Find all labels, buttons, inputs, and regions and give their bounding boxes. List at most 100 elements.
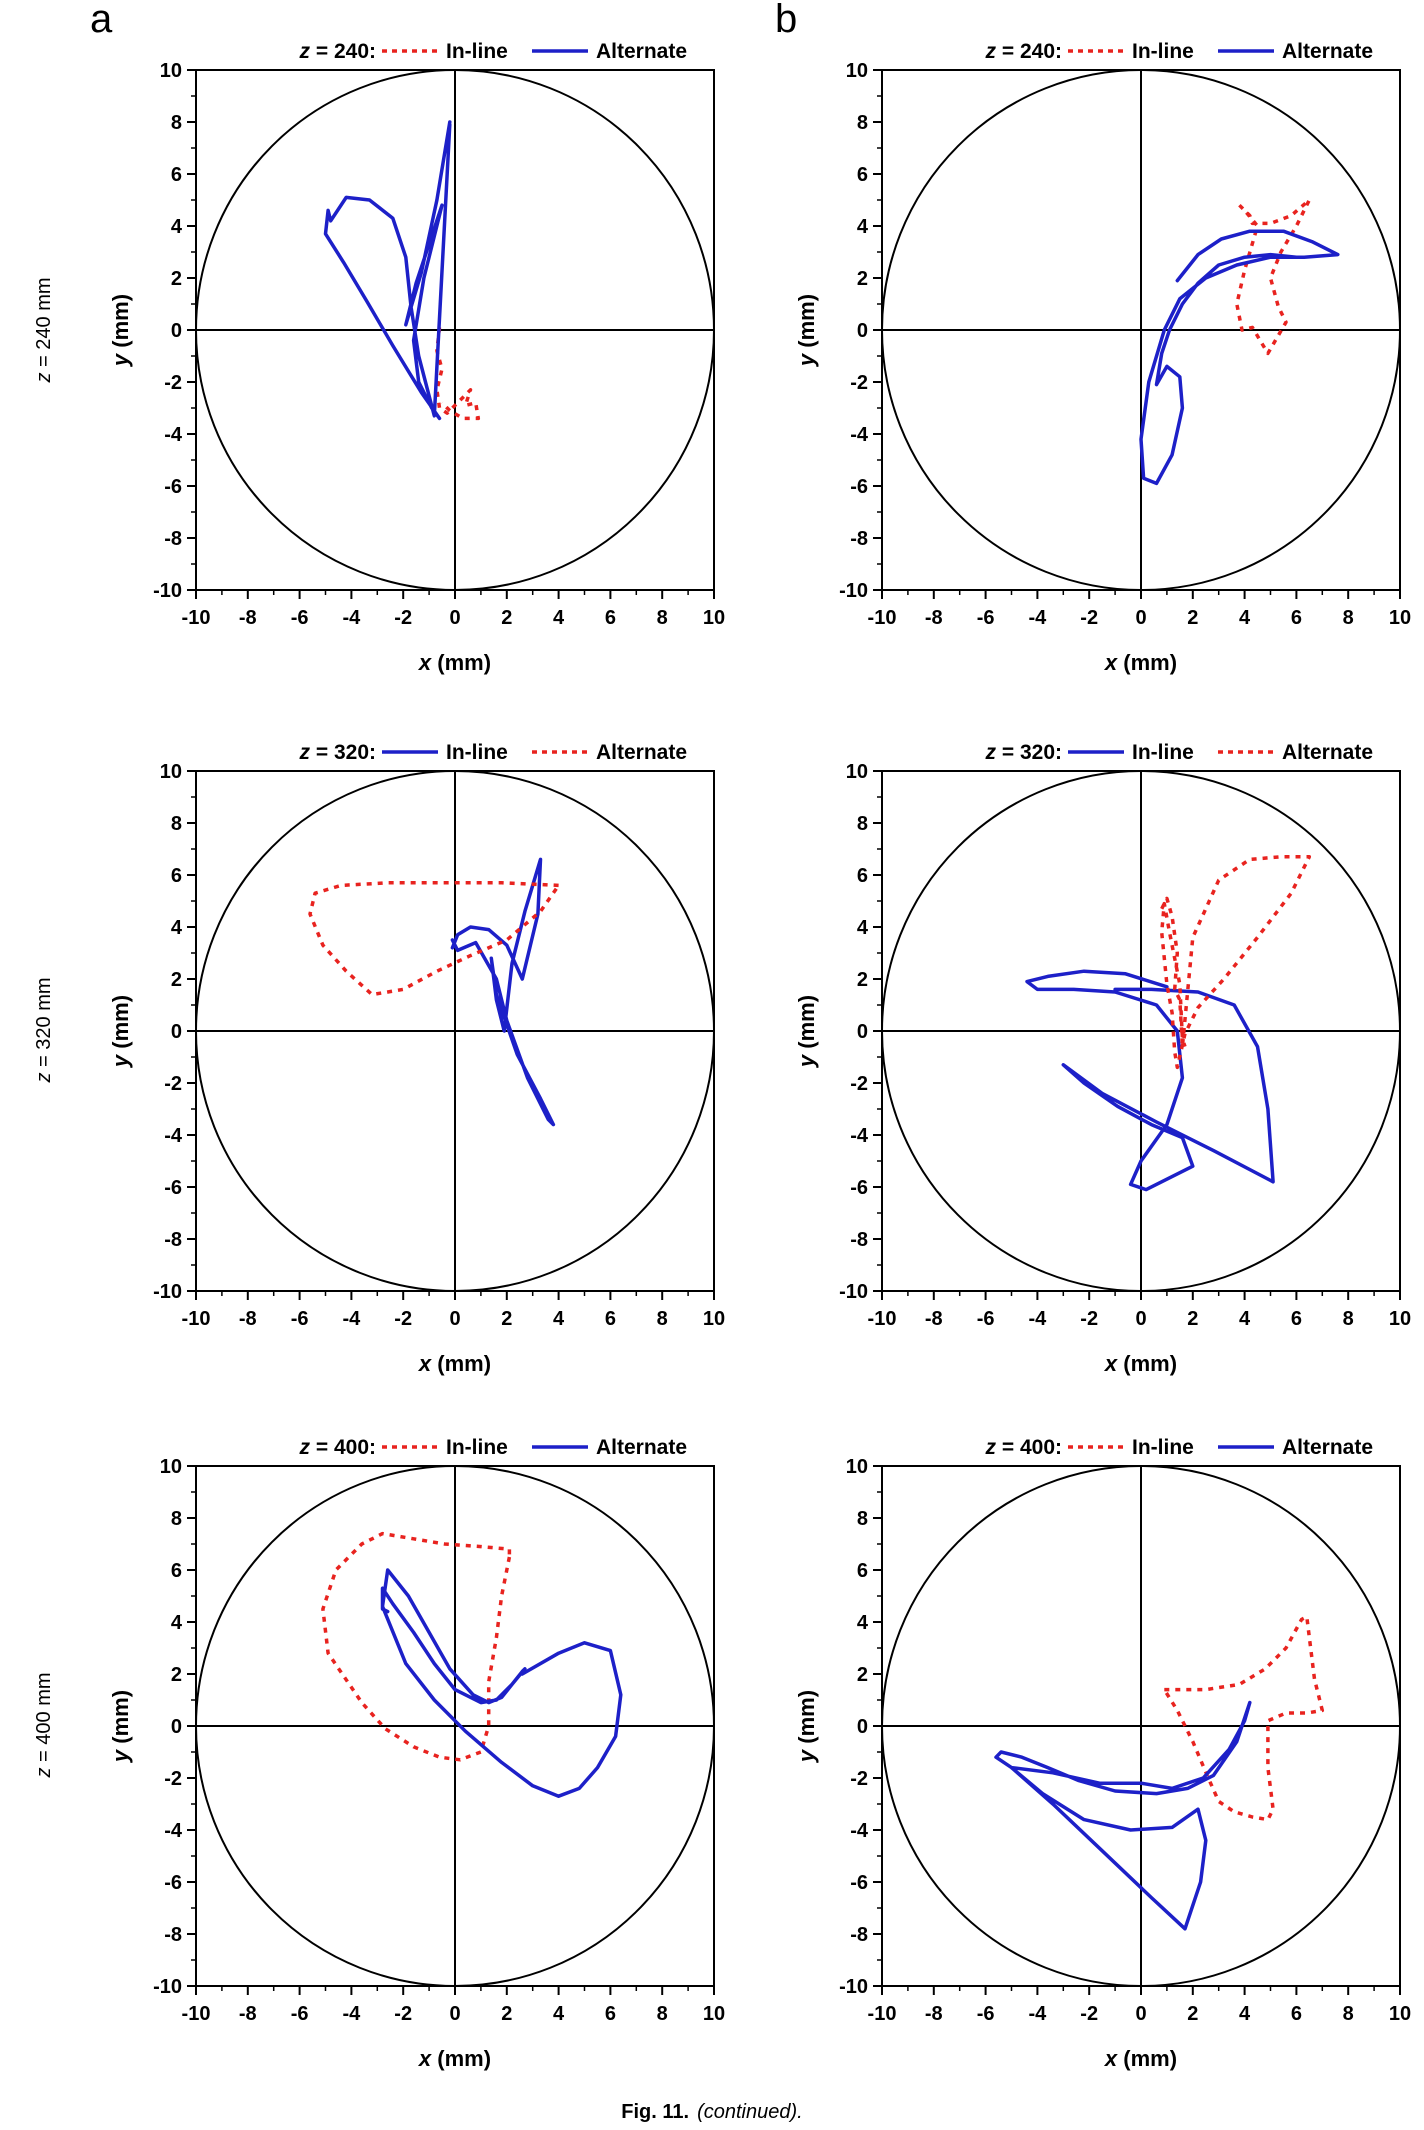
chart-1-y-tick-label: 6 (171, 164, 182, 186)
chart-6-y-tick-label: 6 (857, 1560, 868, 1582)
chart-1-x-tick-label: 6 (605, 607, 616, 629)
chart-2-y-tick-label: -8 (850, 528, 868, 550)
chart-5-x-tick-label: 4 (553, 2003, 565, 2025)
chart-3-legend-prefix: z = 320: (299, 741, 376, 764)
chart-5-x-tick-label: 6 (605, 2003, 616, 2025)
chart-6-x-tick-label: -2 (1080, 2003, 1098, 2025)
row-label-240: z = 240 mm (33, 277, 55, 383)
chart-5-x-tick-label: 10 (703, 2003, 725, 2025)
chart-6-x-tick-label: 8 (1343, 2003, 1354, 2025)
figure-caption: Fig. 11. (continued). (621, 2101, 802, 2123)
chart-6-y-tick-label: -4 (850, 1820, 869, 1842)
chart-2-x-tick-label: -10 (868, 607, 897, 629)
chart-3-y-tick-label: -6 (164, 1177, 182, 1199)
chart-3-y-tick-label: -2 (164, 1073, 182, 1095)
chart-1-x-axis-title: x (mm) (418, 650, 491, 675)
chart-2-series-alternate (1139, 229, 1340, 486)
chart-1-x-tick-label: -8 (239, 607, 257, 629)
chart-2-y-tick-label: -6 (850, 476, 868, 498)
chart-3-y-tick-label: 4 (171, 917, 183, 939)
chart-4-x-tick-label: 2 (1187, 1308, 1198, 1330)
chart-6-x-tick-label: -6 (977, 2003, 995, 2025)
row-label-400-var: z (33, 1768, 55, 1779)
chart-6-y-tick-label: 4 (857, 1612, 869, 1634)
chart-2-x-tick-label: 4 (1239, 607, 1251, 629)
chart-6-y-tick-label: 2 (857, 1664, 868, 1686)
chart-1-x-tick-label: -10 (182, 607, 211, 629)
chart-1-y-tick-label: -8 (164, 528, 182, 550)
chart-2-x-tick-label: -4 (1029, 607, 1048, 629)
row-label-320: z = 320 mm (33, 977, 55, 1083)
chart-4-series-alternate (1159, 855, 1312, 1070)
chart-3-y-tick-label: -4 (164, 1125, 183, 1147)
chart-4-y-tick-label: 8 (857, 813, 868, 835)
chart-4-y-tick-label: -8 (850, 1229, 868, 1251)
chart-5-y-tick-label: 6 (171, 1560, 182, 1582)
chart-5-y-axis-title: y (mm) (108, 1690, 133, 1763)
chart-6-y-tick-label: 8 (857, 1508, 868, 1530)
chart-2-legend-label-2: Alternate (1282, 40, 1373, 63)
chart-4-x-tick-label: -6 (977, 1308, 995, 1330)
chart-3-y-tick-label: 8 (171, 813, 182, 835)
caption-italic: (continued). (697, 2101, 803, 2123)
chart-5-x-axis-title: x (mm) (418, 2046, 491, 2071)
chart-5-y-tick-label: -2 (164, 1768, 182, 1790)
chart-2-x-tick-label: 6 (1291, 607, 1302, 629)
row-label-320-var: z (33, 1073, 55, 1084)
chart-5-x-tick-label: -4 (343, 2003, 362, 2025)
chart-3-x-tick-label: -10 (182, 1308, 211, 1330)
chart-1-series-alternate (323, 120, 452, 421)
chart-3-legend-label-2: Alternate (596, 741, 687, 764)
chart-1-y-tick-label: -4 (164, 424, 183, 446)
chart-5: -10 -8 -6 -4 -2 0 2 4 6 8 10 -10 -8 -6 -4 -2 0 2 4 6 8 10 x (m… (108, 1436, 725, 2071)
chart-4-legend-label-2: Alternate (1282, 741, 1373, 764)
chart-3-x-tick-label: 10 (703, 1308, 725, 1330)
chart-5-x-tick-label: -8 (239, 2003, 257, 2025)
chart-4-x-tick-label: -8 (925, 1308, 943, 1330)
chart-5-legend-label-2: Alternate (596, 1436, 687, 1459)
chart-2: -10 -8 -6 -4 -2 0 2 4 6 8 10 -10 -8 -6 -4 -2 0 2 4 6 8 10 x (m… (794, 40, 1411, 675)
chart-6-x-tick-label: -10 (868, 2003, 897, 2025)
chart-6-y-tick-label: 10 (846, 1456, 868, 1478)
chart-5-x-tick-label: 8 (657, 2003, 668, 2025)
chart-1-x-tick-label: 10 (703, 607, 725, 629)
chart-4-x-tick-label: 10 (1389, 1308, 1411, 1330)
chart-1: -10 -8 -6 -4 -2 0 2 4 6 8 10 -10 -8 -6 -4 -2 0 2 4 6 8 10 x (m… (108, 40, 725, 675)
row-label-240-rest: = 240 mm (33, 277, 55, 372)
chart-4-y-tick-label: 4 (857, 917, 869, 939)
chart-3-y-tick-label: 6 (171, 865, 182, 887)
chart-3-x-tick-label: 4 (553, 1308, 565, 1330)
chart-2-y-tick-label: -10 (839, 580, 868, 602)
chart-3-x-tick-label: -4 (343, 1308, 362, 1330)
chart-4-y-tick-label: 6 (857, 865, 868, 887)
chart-4-legend-label-1: In-line (1132, 741, 1194, 764)
chart-1-x-tick-label: 8 (657, 607, 668, 629)
chart-5-series-in-line (321, 1531, 512, 1762)
chart-5-y-tick-label: -4 (164, 1820, 183, 1842)
chart-2-y-tick-label: 4 (857, 216, 869, 238)
chart-3-x-tick-label: 0 (449, 1308, 460, 1330)
chart-2-legend-prefix: z = 240: (985, 40, 1062, 63)
chart-6-y-tick-label: -2 (850, 1768, 868, 1790)
chart-4-x-tick-label: -2 (1080, 1308, 1098, 1330)
chart-5-y-tick-label: -10 (153, 1976, 182, 1998)
chart-5-y-tick-label: 0 (171, 1716, 182, 1738)
chart-4-x-tick-label: -10 (868, 1308, 897, 1330)
chart-5-x-tick-label: -6 (291, 2003, 309, 2025)
row-label-320-rest: = 320 mm (33, 977, 55, 1072)
chart-2-y-tick-label: 2 (857, 268, 868, 290)
chart-2-x-tick-label: 8 (1343, 607, 1354, 629)
chart-3-y-tick-label: 10 (160, 761, 182, 783)
chart-1-y-tick-label: 0 (171, 320, 182, 342)
row-label-400-rest: = 400 mm (33, 1672, 55, 1767)
chart-1-legend-label-2: Alternate (596, 40, 687, 63)
chart-6-x-tick-label: 4 (1239, 2003, 1251, 2025)
chart-2-x-tick-label: -8 (925, 607, 943, 629)
chart-2-legend-label-1: In-line (1132, 40, 1194, 63)
row-label-240-var: z (33, 373, 55, 384)
chart-2-y-tick-label: 6 (857, 164, 868, 186)
chart-4-y-tick-label: -6 (850, 1177, 868, 1199)
chart-6-y-tick-label: -6 (850, 1872, 868, 1894)
